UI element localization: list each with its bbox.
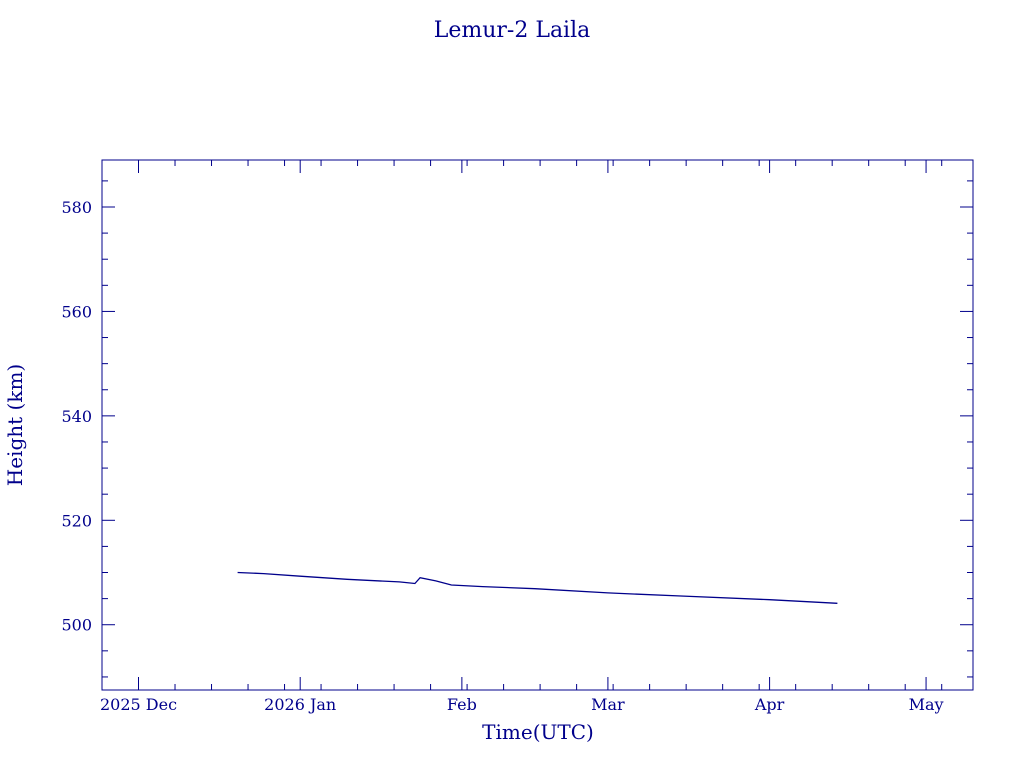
- y-axis-tick-labels: 500 520 540 560 580: [61, 198, 92, 635]
- plot-frame: [101, 159, 974, 691]
- y-tick-label: 500: [61, 616, 92, 635]
- x-axis-tick-labels: 2025 Dec 2026 Jan Feb Mar Apr May: [100, 695, 944, 714]
- y-axis-ticks: [102, 180, 973, 678]
- x-tick-label: Feb: [447, 695, 477, 714]
- height-series-line: [237, 571, 838, 604]
- x-axis-label: Time(UTC): [482, 720, 594, 744]
- x-tick-label: May: [909, 695, 944, 714]
- x-tick-label: 2026 Jan: [264, 695, 336, 714]
- x-tick-label: 2025 Dec: [100, 695, 177, 714]
- x-tick-label: Mar: [591, 695, 625, 714]
- y-tick-label: 580: [61, 198, 92, 217]
- x-axis-ticks: [101, 160, 943, 690]
- y-axis-label: Height (km): [3, 364, 27, 486]
- y-tick-label: 560: [61, 302, 92, 321]
- x-tick-label: Apr: [754, 695, 785, 714]
- y-tick-label: 540: [61, 407, 92, 426]
- chart-title: Lemur-2 Laila: [434, 18, 591, 43]
- y-tick-label: 520: [61, 511, 92, 530]
